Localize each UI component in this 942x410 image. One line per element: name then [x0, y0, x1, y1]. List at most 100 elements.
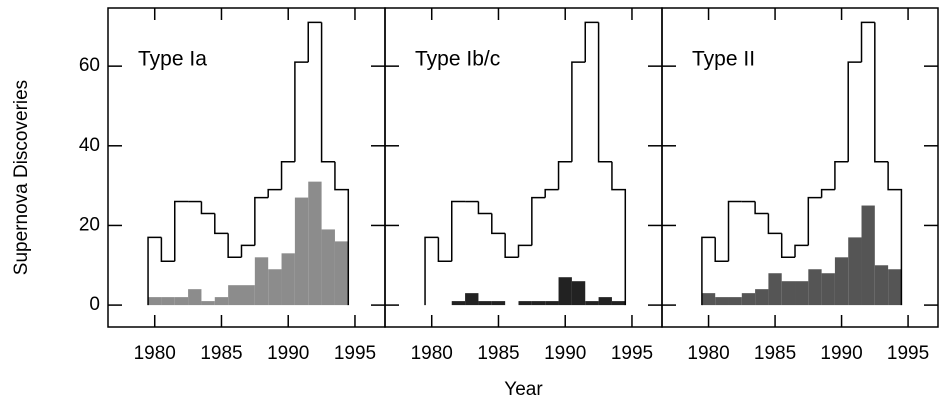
- step: [847, 61, 862, 162]
- step: [834, 160, 849, 190]
- x-axis-label: Year: [504, 379, 543, 400]
- bar: [294, 197, 309, 306]
- frame: [661, 7, 939, 328]
- bar: [861, 205, 875, 306]
- bar: [781, 281, 796, 306]
- bar: [598, 297, 612, 306]
- y-tick-label: 40: [79, 135, 100, 156]
- bar: [228, 285, 242, 306]
- step: [477, 201, 492, 215]
- step: [754, 201, 769, 215]
- step: [531, 196, 546, 246]
- bar: [518, 301, 532, 306]
- step: [807, 196, 822, 246]
- bar: [585, 301, 599, 306]
- y-axis-label: Supernova Discoveries: [11, 80, 32, 275]
- bar: [268, 269, 282, 306]
- panel-title: Type Ib/c: [415, 48, 500, 71]
- bar: [241, 285, 255, 306]
- bar: [755, 289, 769, 306]
- step: [320, 22, 335, 163]
- x-tick-label: 1985: [200, 343, 242, 364]
- step: [240, 244, 255, 258]
- step: [200, 201, 215, 215]
- bar: [531, 301, 546, 306]
- y-tick-label: 20: [79, 214, 100, 235]
- step: [227, 233, 242, 259]
- step: [294, 61, 309, 162]
- step: [597, 22, 612, 163]
- x-tick-label: 1990: [820, 343, 862, 364]
- y-tick-label: 60: [79, 55, 100, 76]
- x-tick-label: 1990: [544, 343, 586, 364]
- bar: [321, 229, 335, 306]
- step: [874, 22, 889, 163]
- step: [254, 196, 269, 246]
- bar: [741, 293, 756, 306]
- bar: [148, 297, 162, 306]
- step: [160, 237, 175, 263]
- panel-title: Type II: [692, 48, 755, 71]
- x-tick-label: 1990: [267, 343, 309, 364]
- y-tick-label: 0: [89, 294, 100, 315]
- bar: [214, 297, 229, 306]
- bar: [478, 301, 492, 306]
- step: [557, 160, 572, 190]
- bar: [848, 237, 862, 306]
- bar: [808, 269, 822, 306]
- x-tick-label: 1980: [411, 343, 453, 364]
- bar: [491, 301, 506, 306]
- step: [173, 200, 189, 262]
- step: [887, 161, 903, 306]
- x-tick-label: 1980: [134, 343, 176, 364]
- bar: [188, 289, 202, 306]
- step: [437, 237, 452, 263]
- bar: [874, 265, 889, 306]
- step: [544, 188, 559, 198]
- step: [334, 161, 350, 306]
- x-tick-label: 1995: [887, 343, 929, 364]
- x-tick-label: 1995: [611, 343, 653, 364]
- bar: [558, 277, 572, 306]
- step: [571, 61, 586, 162]
- x-tick-label: 1985: [754, 343, 796, 364]
- step: [267, 188, 282, 198]
- x-tick-label: 1985: [477, 343, 519, 364]
- step: [307, 21, 322, 63]
- bar: [611, 301, 626, 306]
- bar: [281, 253, 295, 306]
- step: [584, 21, 599, 63]
- step: [701, 236, 716, 306]
- bar: [451, 301, 466, 306]
- step: [491, 213, 506, 235]
- step: [794, 244, 809, 258]
- bar: [174, 297, 189, 306]
- step: [714, 237, 729, 263]
- bar: [334, 241, 349, 306]
- bar: [571, 281, 586, 306]
- bar: [308, 181, 322, 306]
- bar: [728, 297, 742, 306]
- bar: [821, 273, 835, 306]
- step: [504, 233, 519, 259]
- step: [860, 21, 875, 63]
- step: [820, 188, 835, 198]
- step: [727, 200, 742, 262]
- step: [280, 160, 295, 190]
- bar: [254, 257, 269, 306]
- step: [780, 233, 796, 259]
- bar: [465, 293, 479, 306]
- step: [424, 236, 439, 306]
- step: [147, 236, 162, 306]
- step: [767, 213, 782, 235]
- bar: [545, 301, 559, 306]
- bar: [201, 301, 215, 306]
- step: [517, 244, 532, 258]
- x-tick-label: 1995: [334, 343, 376, 364]
- bar: [768, 273, 782, 306]
- bar: [715, 297, 729, 306]
- bar: [888, 269, 902, 306]
- step: [214, 213, 229, 235]
- bar: [795, 281, 809, 306]
- bar: [161, 297, 175, 306]
